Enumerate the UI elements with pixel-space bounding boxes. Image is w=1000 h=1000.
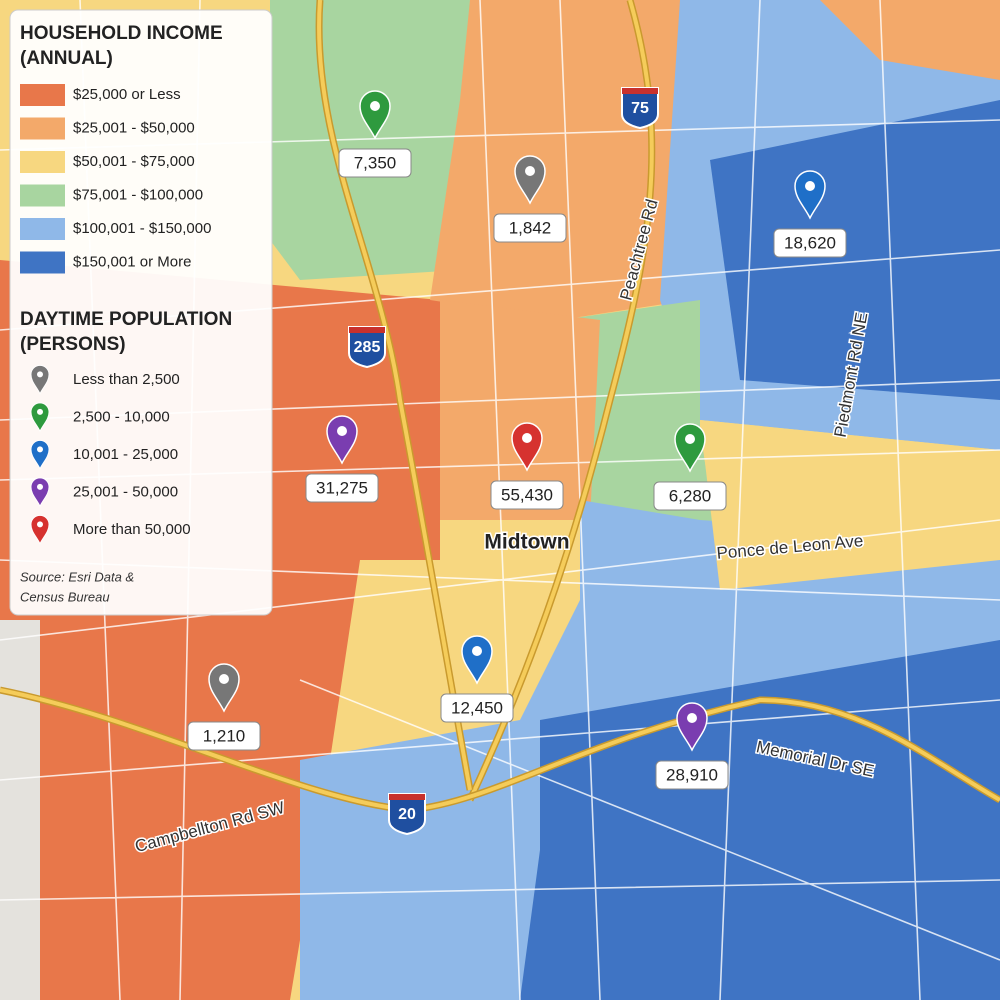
pin: [30, 364, 50, 395]
marker-label-box: [493, 213, 567, 243]
legend-title: (PERSONS): [20, 334, 126, 355]
population-marker: 6,280: [653, 423, 727, 511]
pin-dot: [805, 181, 815, 191]
pin: [461, 635, 493, 685]
legend-pin: [30, 402, 50, 433]
legend-label: $150,001 or More: [73, 253, 191, 270]
highway-number: 285: [354, 339, 381, 356]
highway-number: 20: [398, 806, 416, 823]
place-label: Midtown: [484, 531, 569, 554]
marker-label: 28,910: [666, 765, 718, 784]
pin-dot: [37, 408, 43, 415]
highway-shield-top: [622, 88, 658, 94]
legend-box: [9, 9, 273, 616]
marker-label-box: [653, 481, 727, 511]
legend-label: 2,500 - 10,000: [73, 408, 170, 425]
pin-dot: [522, 433, 532, 443]
pin-dot: [687, 713, 697, 723]
legend-label: $25,001 - $50,000: [73, 119, 195, 136]
population-marker: 31,275: [305, 415, 379, 503]
marker-label-box: [187, 721, 261, 751]
legend-label: More than 50,000: [73, 521, 191, 538]
marker-label-box: [490, 480, 564, 510]
marker-label: 7,350: [354, 153, 397, 172]
pin-dot: [370, 101, 380, 111]
legend-swatch: [20, 251, 65, 274]
legend-pin: [30, 364, 50, 395]
pin-dot: [37, 446, 43, 453]
legend-swatch: [20, 84, 65, 106]
population-marker: 55,430: [490, 422, 564, 510]
legend-pin: [30, 477, 50, 508]
pin: [30, 477, 50, 508]
highway-shield-top: [389, 794, 425, 800]
source-note: Source: Esri Data &: [20, 569, 134, 584]
highway-shield-top: [349, 327, 385, 333]
pin: [676, 702, 708, 752]
population-marker: 1,842: [493, 155, 567, 243]
legend-title: DAYTIME POPULATION: [20, 309, 232, 330]
pin: [794, 170, 826, 220]
legend-label: $75,001 - $100,000: [73, 186, 203, 203]
highway-number: 75: [631, 100, 649, 117]
marker-label: 6,280: [669, 486, 712, 505]
marker-label-box: [338, 148, 412, 178]
pin: [674, 423, 706, 473]
pin: [30, 402, 50, 433]
marker-label-box: [440, 693, 514, 723]
pin-dot: [337, 426, 347, 436]
pin-dot: [525, 166, 535, 176]
legend-swatch: [20, 218, 65, 240]
legend-title: (ANNUAL): [20, 48, 113, 69]
pin-dot: [37, 371, 43, 378]
population-marker: 18,620: [773, 170, 847, 258]
legend-swatch: [20, 117, 65, 140]
legend-label: Less than 2,500: [73, 371, 180, 388]
marker-label: 12,450: [451, 698, 503, 717]
marker-label-box: [773, 228, 847, 258]
pin: [511, 422, 543, 472]
population-marker: 1,210: [187, 663, 261, 751]
population-marker: 7,350: [338, 90, 412, 178]
population-marker: 28,910: [655, 702, 729, 790]
pin: [359, 90, 391, 140]
legend-swatch: [20, 184, 65, 207]
marker-label: 1,210: [203, 726, 246, 745]
marker-label: 18,620: [784, 233, 836, 252]
pin-dot: [219, 674, 229, 684]
marker-label: 55,430: [501, 485, 553, 504]
highway-shield: [348, 326, 386, 369]
legend-pin: [30, 514, 50, 545]
legend-label: 10,001 - 25,000: [73, 446, 178, 463]
highway-shield: [388, 793, 426, 836]
pin: [30, 514, 50, 545]
legend-title: HOUSEHOLD INCOME: [20, 23, 223, 44]
pin-dot: [472, 646, 482, 656]
legend-label: $50,001 - $75,000: [73, 153, 195, 170]
legend-label: $100,001 - $150,000: [73, 220, 211, 237]
pin: [30, 439, 50, 470]
pin: [326, 415, 358, 465]
marker-label: 31,275: [316, 478, 368, 497]
legend: HOUSEHOLD INCOME (ANNUAL) $25,000 or Less $…: [9, 9, 273, 616]
pin: [208, 663, 240, 713]
pin-dot: [37, 521, 43, 528]
pin-dot: [37, 483, 43, 490]
pin-dot: [685, 434, 695, 444]
marker-label-box: [655, 760, 729, 790]
population-marker: 12,450: [440, 635, 514, 723]
highways: [0, 0, 1000, 814]
marker-label: 1,842: [509, 218, 552, 237]
highway-shield: [621, 87, 659, 130]
marker-label-box: [305, 473, 379, 503]
legend-pin: [30, 439, 50, 470]
pin: [514, 155, 546, 205]
legend-label: $25,000 or Less: [73, 86, 181, 103]
source-note: Census Bureau: [20, 589, 110, 604]
legend-label: 25,001 - 50,000: [73, 483, 178, 500]
legend-swatch: [20, 151, 65, 173]
